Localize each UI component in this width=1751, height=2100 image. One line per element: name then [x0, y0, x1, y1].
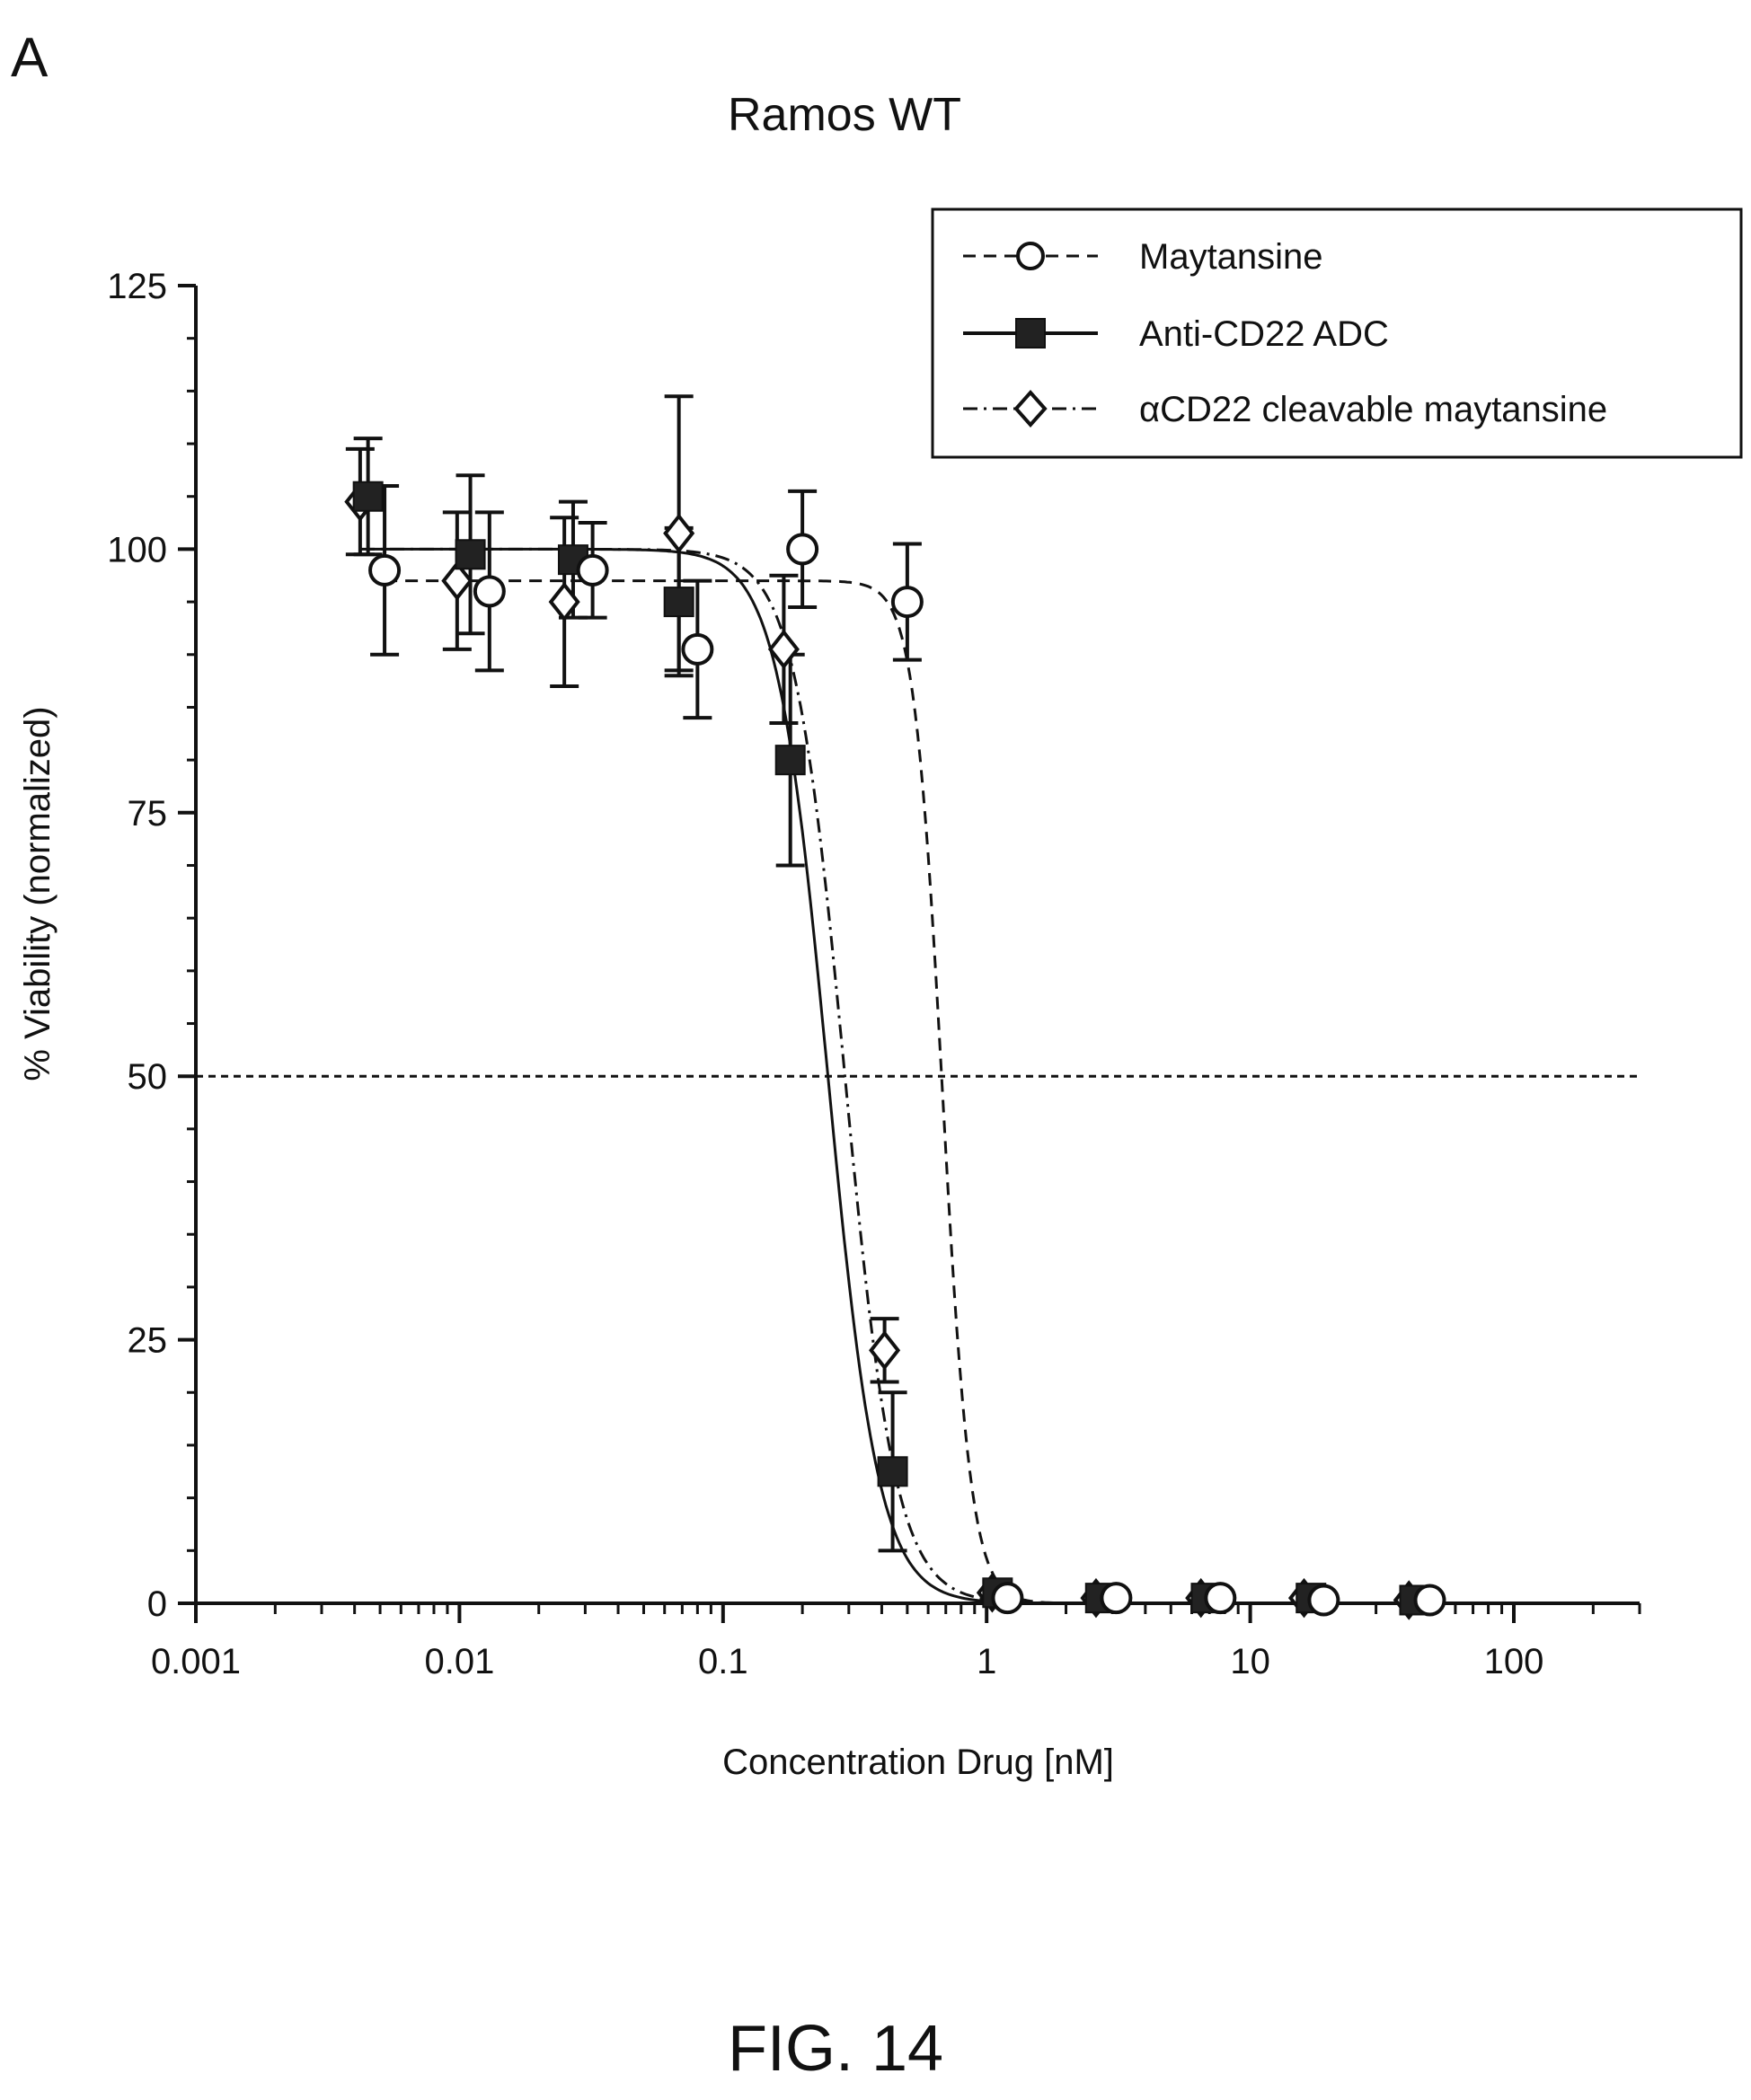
legend: Maytansine Anti-CD22 ADC αCD22 cleavable… [931, 207, 1743, 459]
data-point-open-circle [1413, 1584, 1446, 1617]
y-tick-label: 125 [107, 267, 167, 306]
x-tick-label: 0.1 [698, 1642, 748, 1681]
x-tick-label: 0.001 [151, 1642, 241, 1681]
y-tick-label: 100 [107, 530, 167, 569]
data-point-open-circle [890, 586, 924, 619]
data-point-filled-square [877, 1456, 908, 1487]
data-point-open-circle [681, 632, 714, 666]
data-point-open-diamond [663, 513, 695, 554]
x-tick-label: 100 [1484, 1642, 1544, 1681]
plot-area: 0 25 50 75 100 125 0.001 0.01 0.1 1 10 100 [107, 267, 1641, 1681]
data-markers [344, 481, 1446, 1620]
y-tick-label: 0 [147, 1584, 167, 1624]
y-axis-label: % Viability (normalized) [18, 706, 57, 1081]
x-axis-label: Concentration Drug [nM] [722, 1743, 1114, 1782]
data-point-open-circle [991, 1582, 1024, 1615]
y-tick-label: 25 [128, 1321, 168, 1361]
data-point-open-circle [786, 533, 819, 566]
data-point-open-circle [1307, 1584, 1340, 1617]
legend-marker-filled-square [1015, 318, 1046, 349]
figure-caption: FIG. 14 [728, 2013, 943, 2085]
data-point-open-circle [368, 553, 402, 587]
fit-curve-series-2 [359, 547, 1410, 1605]
legend-label-maytansine: Maytansine [1139, 237, 1323, 277]
data-point-open-diamond [441, 560, 473, 601]
legend-entry-maytansine: Maytansine [963, 237, 1323, 277]
tick-labels: 0 25 50 75 100 125 0.001 0.01 0.1 1 10 100 [107, 267, 1543, 1681]
panel-label: A [11, 27, 49, 89]
data-point-open-circle [1204, 1582, 1237, 1615]
y-tick-label: 75 [128, 794, 168, 834]
data-point-open-circle [576, 553, 609, 587]
y-tick-label: 50 [128, 1057, 168, 1097]
data-point-filled-square [663, 587, 694, 618]
data-point-open-circle [1100, 1582, 1133, 1615]
data-point-filled-square [455, 539, 486, 570]
x-tick-label: 10 [1230, 1642, 1270, 1681]
x-tick-label: 1 [977, 1642, 996, 1681]
legend-label-anti-cd22-adc: Anti-CD22 ADC [1139, 314, 1389, 354]
legend-marker-open-diamond [1013, 389, 1048, 428]
legend-entry-cleavable-maytansine: αCD22 cleavable maytansine [963, 389, 1607, 429]
data-point-open-circle [473, 575, 506, 608]
data-point-open-diamond [767, 629, 800, 670]
data-point-filled-square [352, 481, 384, 512]
x-tick-label: 0.01 [424, 1642, 494, 1681]
chart-title: Ramos WT [728, 89, 961, 141]
fit-curve-series-0 [385, 579, 1430, 1605]
legend-entry-anti-cd22-adc: Anti-CD22 ADC [963, 314, 1389, 354]
data-point-open-diamond [869, 1330, 901, 1371]
data-point-open-diamond [548, 581, 580, 622]
legend-marker-open-circle [1016, 242, 1045, 270]
legend-label-cleavable-maytansine: αCD22 cleavable maytansine [1139, 390, 1607, 429]
data-point-filled-square [774, 745, 806, 776]
